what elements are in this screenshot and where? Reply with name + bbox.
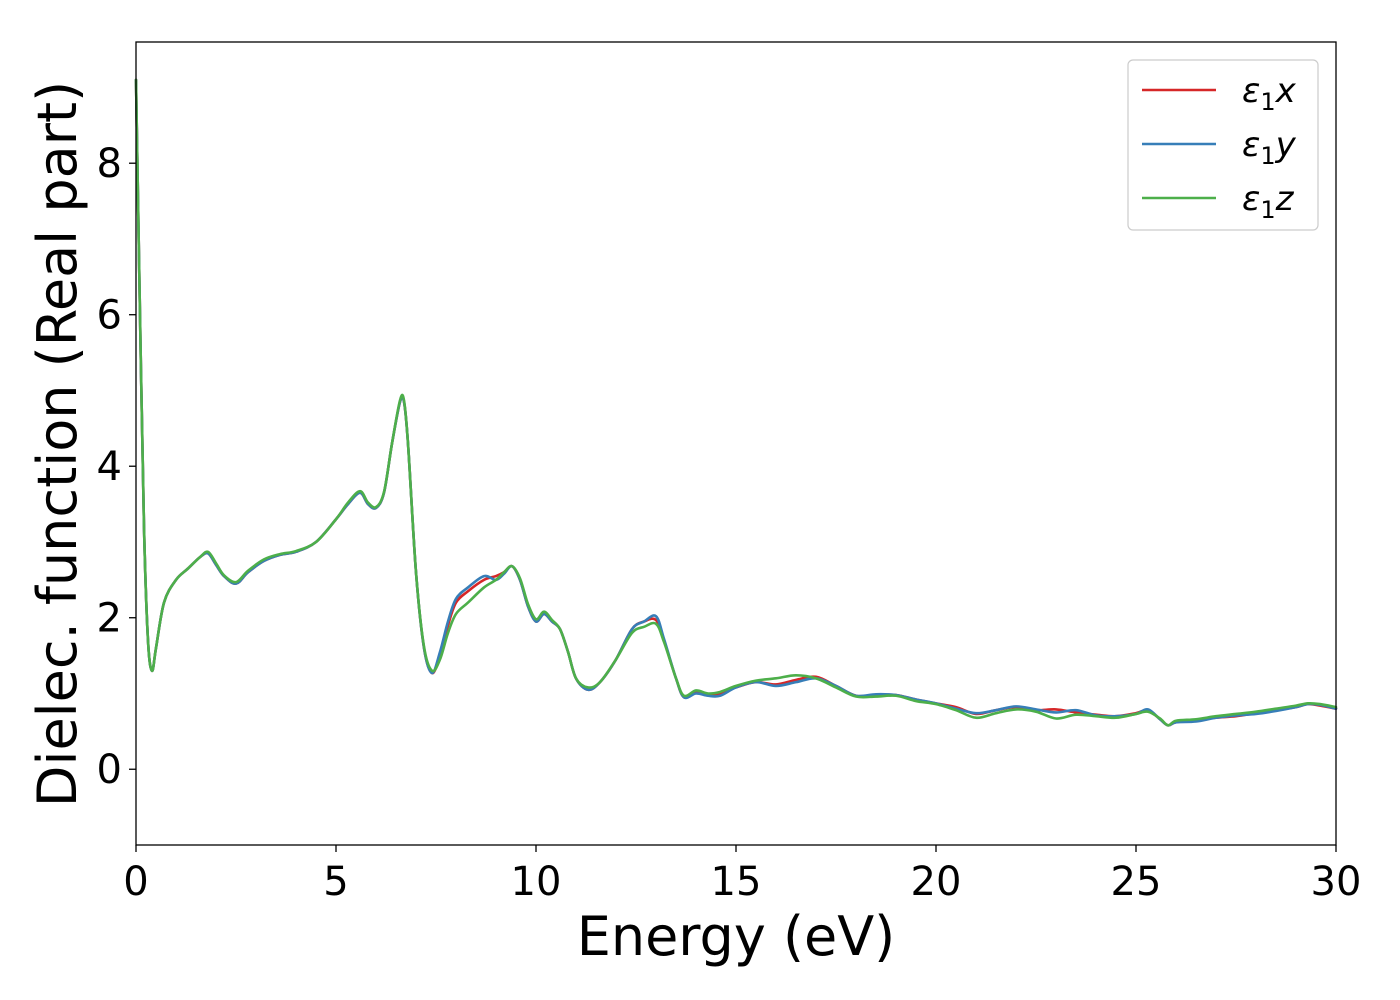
y-tick-label: 0 [97, 747, 122, 793]
x-tick-label: 30 [1311, 859, 1362, 905]
y-axis-ticks: 0 2 4 6 8 [97, 141, 136, 793]
legend-label: ε1z [1242, 179, 1295, 224]
legend-frame [1127, 59, 1319, 231]
legend-label: ε1y [1242, 125, 1297, 170]
x-axis-title: Energy (eV) [577, 905, 896, 968]
x-tick-label: 5 [323, 859, 348, 905]
x-tick-label: 25 [1111, 859, 1162, 905]
x-tick-label: 15 [711, 859, 762, 905]
y-tick-label: 6 [97, 293, 122, 339]
y-tick-label: 8 [97, 141, 122, 187]
y-axis-title: Dielec. function (Real part) [26, 81, 89, 807]
x-tick-label: 10 [511, 859, 562, 905]
y-tick-label: 2 [97, 596, 122, 642]
x-axis-ticks: 0 5 10 15 20 25 30 [123, 845, 1361, 905]
x-tick-label: 0 [123, 859, 148, 905]
legend-items: ε1x ε1y ε1z [1142, 71, 1297, 224]
series-layer [134, 78, 1338, 727]
y-tick-label: 4 [97, 444, 122, 490]
x-tick-label: 20 [911, 859, 962, 905]
legend: ε1x ε1y ε1z [1127, 59, 1319, 231]
series-line-3 [134, 78, 1338, 727]
legend-label: ε1x [1242, 71, 1297, 116]
